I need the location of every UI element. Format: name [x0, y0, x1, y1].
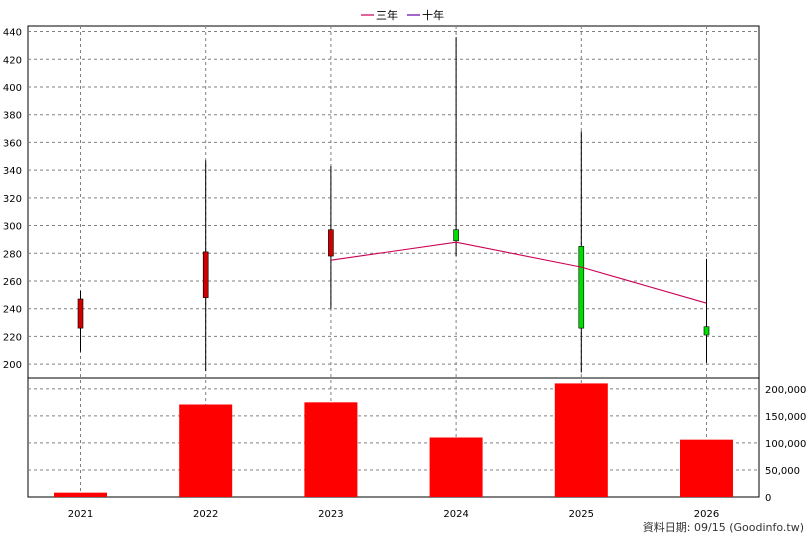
candle-body: [578, 246, 585, 329]
price-tick-label: 400: [3, 83, 22, 94]
volume-bar: [554, 383, 608, 497]
volume-plot-area: [27, 377, 760, 498]
volume-bars: [54, 383, 733, 497]
legend-label-3yr: 三年: [376, 8, 398, 22]
price-tick-label: 200: [3, 360, 22, 371]
candle-body: [703, 326, 710, 336]
price-plot-area: [27, 25, 760, 379]
volume-tick-label: 200,000: [765, 385, 806, 396]
year-tick-label: 2023: [318, 509, 343, 520]
price-tick-label: 380: [3, 111, 22, 122]
year-tick-label: 2025: [569, 509, 594, 520]
price-tick-label: 260: [3, 277, 22, 288]
price-tick-label: 300: [3, 222, 22, 233]
price-tick-label: 360: [3, 138, 22, 149]
volume-bar: [179, 404, 233, 497]
volume-tick-label: 0: [765, 493, 771, 504]
price-axis: 200 220 240 260 280 300 320 340 360 380 400 420 440: [3, 28, 22, 372]
candle-body: [328, 229, 334, 257]
candle-body: [453, 229, 459, 242]
year-tick-label: 2024: [443, 509, 468, 520]
volume-bar: [680, 439, 733, 497]
volume-bar: [54, 492, 107, 497]
price-tick-label: 240: [3, 305, 22, 316]
price-tick-label: 440: [3, 28, 22, 39]
legend-label-10yr: 十年: [422, 8, 444, 22]
price-tick-label: 420: [3, 55, 22, 66]
legend: 三年 十年: [361, 8, 444, 22]
average-lines: [330, 241, 707, 304]
source-note: 資料日期: 09/15 (Goodinfo.tw): [643, 520, 804, 534]
price-tick-label: 220: [3, 332, 22, 343]
year-tick-label: 2026: [694, 509, 719, 520]
volume-axis: 0 50,000 100,000 150,000 200,000: [765, 385, 806, 504]
price-tick-label: 320: [3, 194, 22, 205]
year-axis: 2021 2022 2023 2024 2025 2026: [68, 509, 719, 520]
volume-tick-label: 50,000: [765, 466, 800, 477]
year-tick-label: 2022: [193, 509, 218, 520]
price-tick-label: 280: [3, 249, 22, 260]
grid-lines: [28, 26, 759, 497]
price-tick-label: 340: [3, 166, 22, 177]
volume-tick-label: 150,000: [765, 412, 806, 423]
line-3yr: [330, 241, 707, 304]
candlesticks: [77, 37, 710, 373]
candle-body: [77, 298, 84, 329]
volume-bar: [304, 402, 358, 497]
year-tick-label: 2021: [68, 509, 93, 520]
candle-body: [202, 251, 209, 298]
volume-tick-label: 100,000: [765, 439, 806, 450]
volume-bar: [429, 437, 483, 497]
